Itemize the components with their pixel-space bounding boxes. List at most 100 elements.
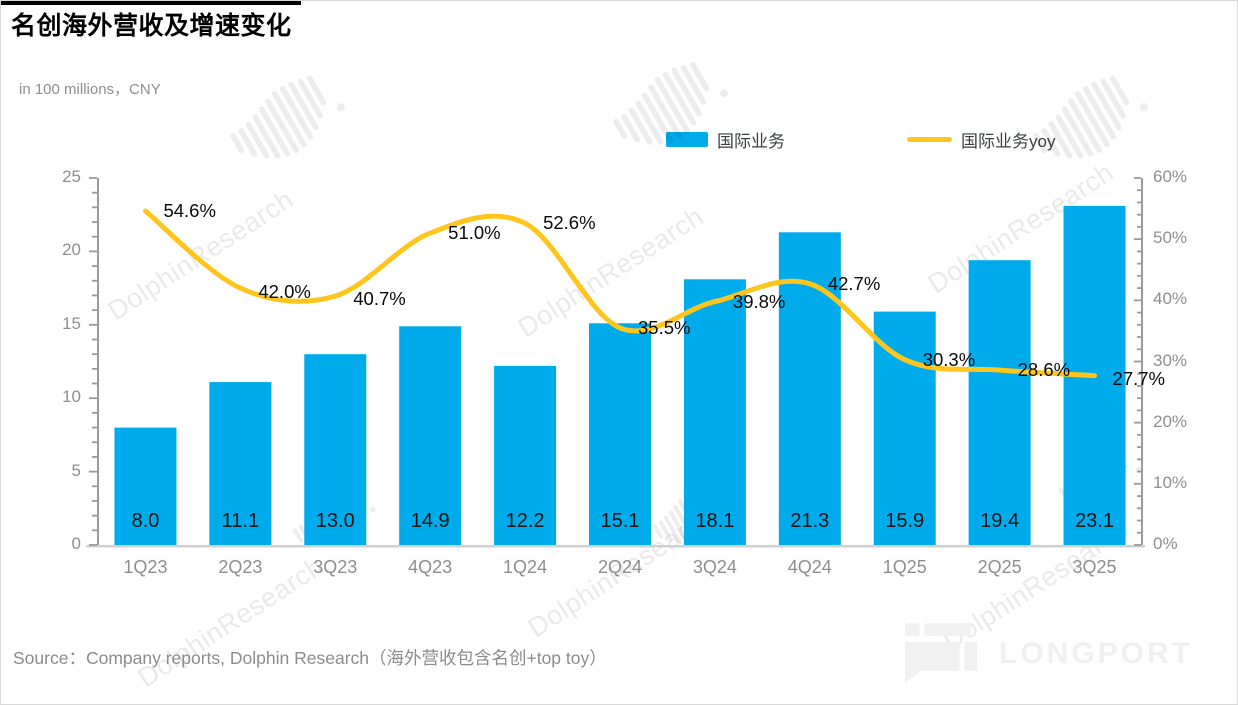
- bar-value-label: 13.0: [315, 510, 355, 532]
- right-axis-line: [1141, 178, 1143, 546]
- x-tick-label: 2Q25: [977, 557, 1022, 577]
- right-axis-tick-label: 20%: [1153, 411, 1188, 431]
- bar-2Q25: [968, 260, 1031, 545]
- right-axis-tick: [1137, 495, 1141, 497]
- dolphin-watermark-icon: [1029, 53, 1149, 178]
- right-axis-tick: [1137, 189, 1141, 192]
- right-axis-tick: [1137, 434, 1141, 436]
- right-axis-tick: [1134, 177, 1141, 179]
- yoy-value-label: 30.3%: [922, 348, 976, 370]
- x-tick-label: 3Q23: [313, 557, 358, 577]
- watermark-text: DolphinResearch: [132, 551, 329, 694]
- left-axis-tick: [89, 544, 97, 546]
- legend-bar-label: 国际业务: [717, 131, 785, 151]
- left-axis-tick: [92, 529, 97, 532]
- bar-value-label: 14.9: [410, 510, 450, 532]
- bar-value-label: 23.1: [1075, 510, 1114, 532]
- right-axis-tick: [1137, 287, 1141, 289]
- left-axis-tick: [92, 265, 97, 267]
- bar-1Q24: [494, 365, 557, 545]
- x-tick-label: 4Q23: [408, 557, 453, 577]
- left-axis-tick: [89, 470, 97, 473]
- yoy-value-label: 52.6%: [543, 212, 596, 234]
- right-axis-tick: [1137, 519, 1141, 522]
- left-axis-line: [97, 178, 99, 546]
- longport-logo-icon: [905, 623, 978, 683]
- right-axis-tick: [1134, 421, 1141, 424]
- yoy-value-label: 27.7%: [1112, 367, 1165, 389]
- dolphin-watermark-icon: [650, 467, 736, 557]
- bar-3Q23: [304, 354, 367, 545]
- right-axis-tick: [1137, 458, 1141, 461]
- left-axis-tick: [92, 309, 97, 312]
- x-tick-label: 2Q24: [597, 557, 643, 577]
- right-axis-tick: [1137, 213, 1141, 216]
- yoy-value-label: 54.6%: [163, 200, 216, 222]
- left-axis-tick: [89, 250, 97, 253]
- right-axis-tick: [1137, 262, 1141, 265]
- longport-brand: LONGPORT: [905, 623, 1193, 684]
- left-axis-tick: [92, 235, 97, 238]
- left-axis-tick: [89, 397, 97, 400]
- bar-1Q23: [114, 427, 177, 545]
- left-axis-tick: [92, 221, 97, 223]
- right-axis-tick: [1137, 531, 1141, 534]
- left-axis-tick: [92, 279, 97, 282]
- bar-1Q25: [873, 311, 936, 545]
- x-tick-label: 3Q25: [1072, 557, 1117, 577]
- left-axis-tick-label: 20: [62, 240, 81, 260]
- bar-value-label: 12.2: [505, 510, 545, 532]
- right-axis-tick-label: 50%: [1153, 228, 1188, 248]
- left-axis-tick: [92, 353, 97, 356]
- right-axis-tick: [1137, 385, 1141, 387]
- right-axis-tick: [1137, 250, 1141, 253]
- bar-series-swatch: [666, 131, 708, 147]
- yoy-value-label: 40.7%: [353, 288, 406, 310]
- right-axis-tick: [1134, 360, 1141, 363]
- left-axis-tick: [92, 426, 97, 429]
- bar-value-label: 21.3: [790, 510, 830, 532]
- x-tick-label: 1Q24: [503, 557, 548, 577]
- x-tick-label: 4Q24: [787, 557, 832, 577]
- right-axis-tick: [1137, 201, 1141, 204]
- watermark-text: DolphinResearch: [922, 157, 1119, 300]
- legend-item-international-business[interactable]: 国际业务: [666, 127, 785, 151]
- x-tick-label: 1Q25: [882, 557, 927, 577]
- dolphin-watermark-icon: [1056, 431, 1142, 521]
- legend-item-international-business-yoy[interactable]: 国际业务yoy: [907, 127, 1055, 151]
- left-axis-tick: [92, 456, 97, 458]
- legend-line-label: 国际业务yoy: [961, 131, 1056, 151]
- left-axis-tick: [92, 514, 97, 517]
- right-axis-tick: [1134, 544, 1141, 546]
- left-axis-tick: [92, 338, 97, 341]
- x-axis-line: [86, 545, 1145, 548]
- dolphin-watermark-icon: [226, 53, 346, 178]
- right-axis-tick-label: 0%: [1153, 534, 1178, 553]
- legend: 国际业务 国际业务yoy: [1, 127, 1237, 151]
- left-axis-tick: [92, 500, 97, 502]
- yoy-line: [143, 208, 1097, 379]
- bar-value-label: 11.1: [221, 510, 260, 532]
- bar-2Q24: [589, 323, 651, 545]
- watermark-text: DolphinResearch: [512, 201, 709, 344]
- left-axis-tick-label: 25: [62, 167, 81, 186]
- left-axis-tick: [92, 441, 97, 444]
- right-axis-tick: [1137, 470, 1141, 473]
- left-axis-tick: [92, 206, 97, 209]
- right-axis-tick: [1137, 226, 1141, 228]
- right-axis-tick: [1137, 311, 1141, 314]
- left-axis-tick: [92, 411, 97, 414]
- watermark-text: DolphinResearch: [102, 184, 299, 327]
- left-axis-tick-label: 0: [71, 534, 81, 553]
- chart-subtitle: in 100 millions，CNY: [19, 81, 161, 98]
- yoy-value-label: 42.0%: [258, 281, 311, 303]
- bar-value-label: 8.0: [131, 510, 160, 532]
- bar-value-label: 18.1: [695, 510, 735, 532]
- right-axis-tick-label: 30%: [1153, 350, 1188, 370]
- right-axis-tick: [1137, 372, 1141, 375]
- yoy-value-label: 28.6%: [1017, 359, 1071, 381]
- right-axis-tick: [1137, 397, 1141, 400]
